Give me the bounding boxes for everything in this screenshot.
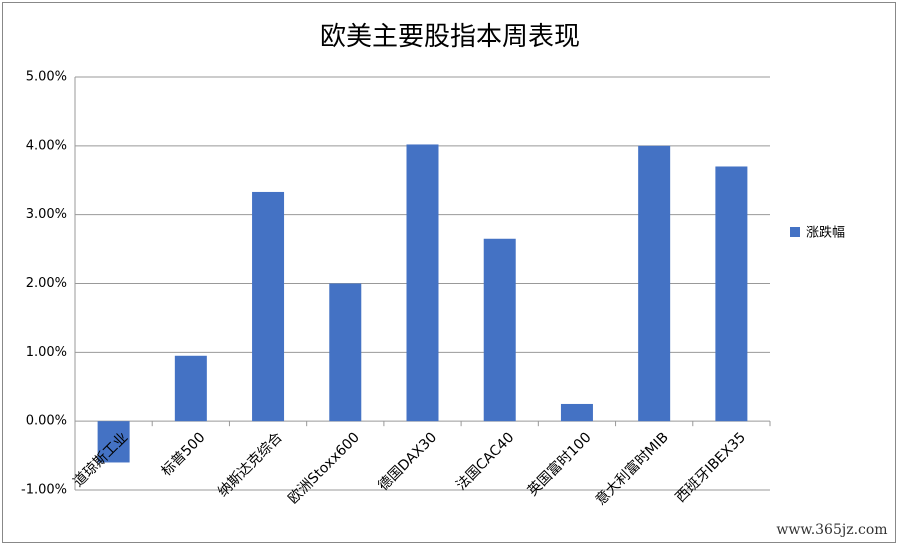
bar <box>252 191 285 422</box>
chart-title: 欧美主要股指本周表现 <box>320 22 580 52</box>
legend-swatch <box>790 227 800 237</box>
y-tick-label: -1.00% <box>21 483 67 498</box>
legend-label: 涨跌幅 <box>806 225 845 241</box>
watermark: www.365jz.com <box>776 522 887 538</box>
bar <box>715 166 748 422</box>
y-tick-label: 0.00% <box>26 414 67 429</box>
y-tick-label: 4.00% <box>26 138 67 153</box>
bar <box>483 238 516 422</box>
bar <box>638 145 671 422</box>
y-tick-label: 1.00% <box>26 345 67 360</box>
bar <box>406 144 439 422</box>
bar <box>329 283 362 422</box>
y-tick-label: 5.00% <box>26 70 67 85</box>
bar <box>174 355 207 422</box>
bar <box>97 421 130 463</box>
y-tick-label: 2.00% <box>26 276 67 291</box>
bar <box>560 403 593 422</box>
y-tick-label: 3.00% <box>26 207 67 222</box>
